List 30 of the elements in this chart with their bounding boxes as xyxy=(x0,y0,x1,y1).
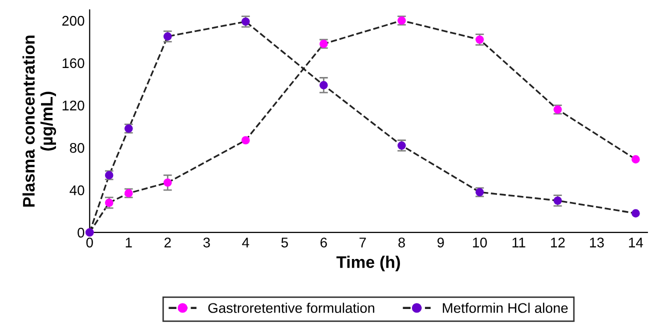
point xyxy=(241,136,250,144)
y-axis-title: Plasma concentration (µg/mL) xyxy=(22,36,56,207)
point xyxy=(632,155,640,164)
x-tick-label: 0 xyxy=(86,238,93,248)
x-tick-label: 13 xyxy=(590,238,604,248)
x-tick-label: 9 xyxy=(437,238,444,248)
x-tick-label: 5 xyxy=(281,238,288,248)
x-tick-label: 1 xyxy=(126,238,132,248)
y-tick-label: 80 xyxy=(70,142,84,153)
legend-label: Metformin HCl alone xyxy=(442,302,568,313)
x-axis-title: Time (h) xyxy=(336,256,400,272)
x-tick-label: 12 xyxy=(551,238,565,248)
x-tick-label: 3 xyxy=(203,238,210,248)
point xyxy=(632,209,640,218)
x-tick-label: 11 xyxy=(512,238,526,248)
point xyxy=(320,81,328,90)
x-tick-label: 14 xyxy=(629,238,644,248)
y-tick-label: 0 xyxy=(78,228,84,238)
x-tick-label: 8 xyxy=(398,238,405,248)
x-tick-label: 4 xyxy=(242,238,250,248)
y-tick-label: 160 xyxy=(62,58,84,68)
x-tick-label: 7 xyxy=(360,238,366,248)
x-tick-label: 2 xyxy=(164,238,171,248)
legend-label: Gastroretentive formulation xyxy=(208,302,374,313)
y-tick-label: 200 xyxy=(62,16,84,26)
y-tick-label: 120 xyxy=(62,100,84,110)
point xyxy=(163,178,172,187)
y-tick-label: 40 xyxy=(70,185,84,196)
x-tick-label: 6 xyxy=(320,238,327,248)
x-tick-label: 10 xyxy=(473,238,487,248)
